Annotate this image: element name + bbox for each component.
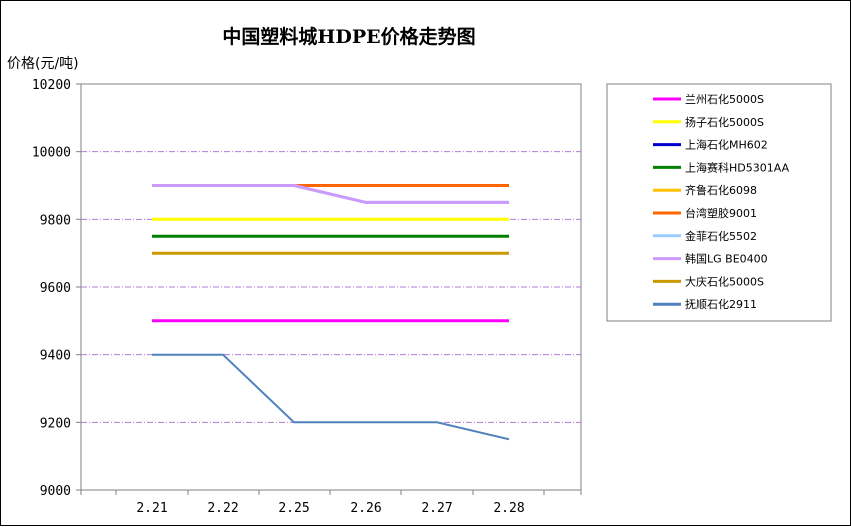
x-tick-label-4: 2.27 (421, 501, 452, 516)
series-line-9 (152, 353, 510, 441)
y-tick-label-1: 9200 (40, 416, 71, 431)
x-tick-label-5: 2.28 (493, 501, 524, 516)
legend-label-7: 韩国LG BE0400 (685, 252, 768, 266)
legend-label-3: 上海赛科HD5301AA (685, 160, 790, 174)
y-tick-label-0: 9000 (40, 484, 71, 499)
x-tick-label-1: 2.22 (207, 501, 238, 516)
axes: 9000 9200 9400 9600 9800 10000 10200 2.21 2.22 2.… (32, 78, 582, 516)
x-tick-label-3: 2.26 (350, 501, 381, 516)
y-axis-label: 价格(元/吨) (7, 56, 79, 72)
legend-entries: 兰州石化5000S 扬子石化5000S 上海石化MH602 上海赛科HD5301AA 齐… (653, 92, 790, 311)
legend (606, 83, 832, 322)
legend-label-9: 抚顺石化2911 (685, 297, 757, 311)
legend-label-2: 上海石化MH602 (685, 138, 768, 152)
y-tick-label-2: 9400 (40, 349, 71, 364)
chart-title: 中国塑料城HDPE价格走势图 (222, 25, 475, 48)
legend-label-0: 兰州石化5000S (685, 92, 764, 106)
legend-label-5: 台湾塑胶9001 (685, 206, 757, 220)
x-tick-label-2: 2.25 (278, 501, 309, 516)
series-line-7 (152, 184, 509, 204)
legend-label-1: 扬子石化5000S (685, 115, 764, 129)
y-tick-label-4: 9800 (40, 213, 71, 228)
y-tick-label-5: 10000 (32, 146, 71, 161)
legend-label-6: 金菲石化5502 (685, 229, 757, 243)
legend-label-8: 大庆石化5000S (685, 274, 764, 288)
y-tick-label-6: 10200 (32, 78, 71, 93)
x-tick-label-0: 2.21 (136, 501, 167, 516)
legend-label-4: 齐鲁石化6098 (685, 183, 757, 197)
y-tick-label-3: 9600 (40, 281, 71, 296)
series-lines (152, 184, 510, 441)
